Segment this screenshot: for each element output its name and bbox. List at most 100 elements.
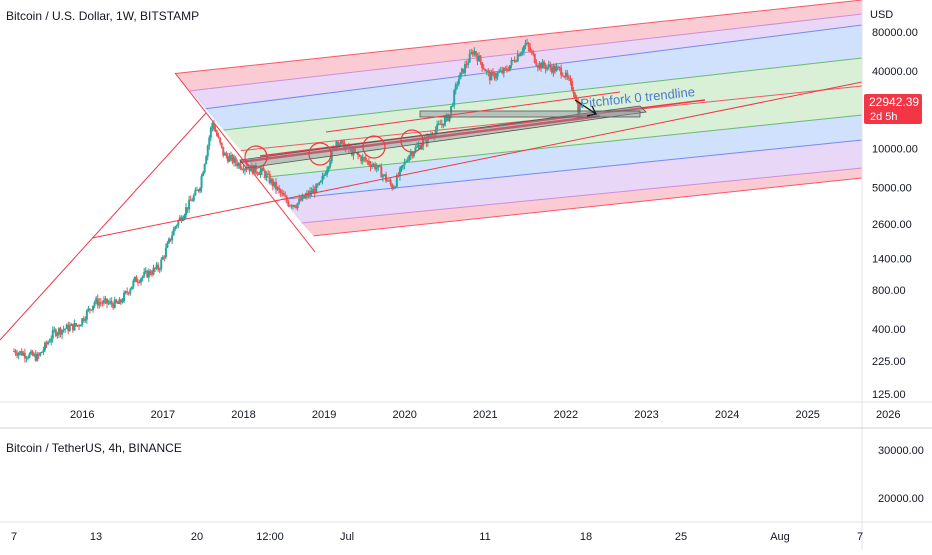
candle-body [164,247,167,258]
candle-body [323,175,325,177]
candle-body [572,90,575,94]
highlight-circle[interactable] [362,135,386,159]
price-axis[interactable]: 80000.0040000.0020000.0010000.005000.002… [872,27,918,401]
candle-body [521,51,524,54]
candle-body [56,333,59,336]
candle-body [386,180,389,182]
candle-body [360,156,363,162]
x-tick-label: 2020 [392,409,416,421]
trend-line[interactable] [0,112,207,341]
candle-body [450,105,453,115]
candle-body [459,72,462,80]
pitchfork-band [223,58,862,151]
candle-body [431,135,434,137]
candle-body [73,323,76,331]
highlight-circle[interactable] [244,145,268,169]
candle-body [262,168,265,172]
candle-body [59,328,62,335]
candle-body [454,84,457,91]
candle-body [555,66,558,72]
candle-body [216,131,219,136]
candle-body [178,217,181,221]
y-tick-label: 10000.00 [872,143,918,155]
candle-body [403,161,406,165]
trend-line[interactable] [325,91,621,133]
candle-body [70,323,73,326]
time-axis[interactable]: 2016 2017 2018 2019 2020 2021 2022 2023 2024 2025… [70,409,900,421]
candle-body [409,152,412,156]
candle-body [33,353,36,356]
candle-body [504,67,507,69]
candle-body [381,175,384,178]
candle-body [14,350,17,354]
x-tick-label: 2023 [634,409,658,421]
candle-body [36,353,39,361]
x-tick-label: 2024 [715,409,739,421]
candle-body [364,158,367,161]
candle-body [254,165,257,173]
candle-body [264,171,267,178]
candle-body [288,205,291,207]
candle-body [81,318,84,326]
bar-countdown: 2d 5h [870,111,898,123]
candle-body [315,184,318,194]
candle-body [332,146,335,151]
zone-box[interactable] [239,105,647,169]
candle-body [299,198,302,201]
candle-body [340,140,343,145]
candle-body [42,349,45,352]
candle-body [398,168,401,177]
candle-body [163,256,166,258]
lower-time-axis[interactable]: 7 13 20 12:00 Jul 11 18 25 Aug 7 [11,531,863,543]
pitchfork-line [301,167,862,224]
last-price-value: 22942.39 [869,95,919,109]
zone-box[interactable] [419,110,641,118]
candle-body [138,282,141,284]
candle-body [564,72,567,77]
candle-body [544,66,547,70]
pitchfork-band [175,0,862,91]
highlight-circle[interactable] [308,142,332,166]
candle-body [88,308,91,310]
candle-body [239,163,242,169]
candle-body [64,328,67,330]
candle-body [312,188,315,193]
candle-body [524,43,527,47]
trend-line[interactable] [91,81,862,239]
pointer-arrow[interactable] [574,99,598,117]
candle-body [549,64,552,68]
pitchfork-band [205,24,862,131]
candle-body [512,59,515,61]
candle-body [84,319,87,321]
candle-body [335,141,338,149]
candle-body [180,217,183,221]
candle-body [574,93,577,99]
candle-body [552,65,555,73]
highlight-circle[interactable] [400,129,424,153]
trend-arrow[interactable] [259,99,706,157]
candle-body [374,164,377,170]
trend-arrow[interactable] [239,114,601,164]
candle-body [135,276,138,283]
candle-body [115,299,118,303]
pitchfork-band [301,167,862,236]
candle-body [259,170,262,175]
y-tick-label: 2600.00 [872,219,912,231]
candle-body [65,324,68,329]
x-tick-label: 2018 [231,409,255,421]
candle-body [61,330,64,335]
candle-body [116,302,119,304]
candle-body [519,53,522,57]
x-tick-label: 2017 [151,409,175,421]
candle-body [363,157,366,159]
candle-body [526,42,529,44]
candle-body [243,168,246,171]
candle-body [194,189,197,196]
candle-body [40,351,43,353]
lower-x-tick-label: 13 [90,531,102,543]
candle-body [85,310,88,320]
candle-body [26,357,29,359]
candle-body [152,267,155,275]
candle-body [101,302,104,304]
